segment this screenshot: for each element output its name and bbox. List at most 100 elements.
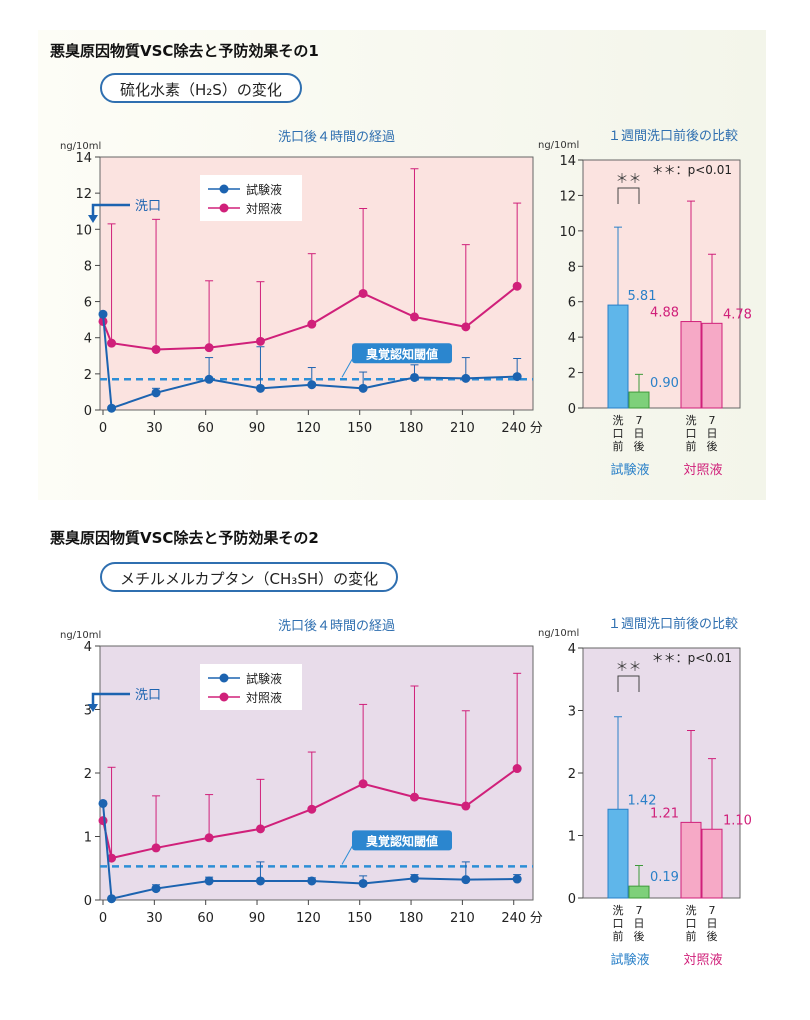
x-tick-label: 180 (399, 911, 424, 926)
y-tick-label: 2 (84, 368, 92, 383)
bar-value-label: 1.21 (650, 806, 679, 821)
legend-label: 試験液 (246, 182, 282, 197)
wash-label: 洗口 (135, 688, 161, 703)
threshold-label-box (352, 343, 452, 364)
data-point (409, 792, 419, 802)
bar-category-label: 前 (686, 929, 697, 943)
data-point (307, 804, 317, 814)
data-point (409, 372, 419, 382)
bar-y-tick-label: 4 (568, 642, 576, 657)
data-point (107, 338, 117, 348)
data-point (307, 380, 317, 390)
chart-title: 洗口後４時間の経過 (278, 619, 395, 634)
bar-group-label: 試験液 (610, 952, 649, 968)
x-tick-label: 0 (99, 911, 107, 926)
x-tick-label: 30 (146, 911, 163, 926)
bar-value-label: 4.88 (650, 306, 679, 321)
bar (628, 391, 650, 409)
data-point (307, 876, 317, 886)
data-point (512, 764, 522, 774)
data-point (358, 878, 368, 888)
y-tick-label: 3 (84, 704, 92, 719)
data-point (512, 874, 522, 884)
legend-marker (219, 203, 229, 213)
bar-y-tick-label: 1 (568, 830, 576, 845)
bar-category-label: 口 (686, 427, 697, 440)
significance-note: ＊＊：p<0.01 (652, 651, 732, 665)
bar-category-label: 前 (613, 929, 624, 943)
bar-y-tick-label: 8 (568, 260, 576, 275)
chart-bar-ch3sh: ng/10ml １週間洗口前後の比較 0 1 2 3 4 ＊＊：p<0.01 1.42 0.19 洗… (538, 616, 752, 968)
bar-y-tick-label: 10 (559, 225, 576, 240)
bar-y-tick-label: 12 (559, 189, 576, 204)
x-tick-label: 150 (347, 421, 372, 436)
wash-arrow (91, 203, 130, 219)
data-point (204, 833, 214, 843)
x-tick-label: 120 (296, 421, 321, 436)
y-tick-label: 14 (75, 151, 92, 166)
bar-category-label: 日 (707, 427, 718, 440)
y-tick-label: 4 (84, 332, 92, 347)
bar-category-label: 日 (634, 427, 645, 440)
significance-bracket (617, 187, 640, 204)
bar-group-label: 対照液 (683, 463, 722, 478)
x-tick-label: 60 (197, 421, 214, 436)
legend-marker (219, 673, 229, 683)
series-line (102, 803, 518, 900)
bar-category-label: 後 (634, 439, 645, 453)
bar-value-label: 0.19 (650, 870, 679, 885)
bar-y-tick-label: 0 (568, 402, 576, 417)
bar-y-tick-label: 2 (568, 767, 576, 782)
bar-category-label: 洗 (686, 904, 697, 917)
plot-area (99, 156, 534, 411)
data-point (107, 403, 117, 413)
x-unit-label: 分 (530, 911, 543, 926)
data-point (512, 281, 522, 291)
bar (628, 885, 650, 899)
y-tick-label: 4 (84, 640, 92, 655)
bar (701, 828, 723, 899)
bar-y-tick-label: 14 (559, 154, 576, 169)
y-tick-label: 1 (84, 831, 92, 846)
bar-y-unit-label: ng/10ml (538, 628, 579, 639)
data-point (512, 372, 522, 382)
bar-category-label: 前 (686, 439, 697, 453)
legend-label: 試験液 (246, 671, 282, 686)
data-point (255, 876, 265, 886)
data-point (98, 309, 108, 319)
bar (680, 821, 702, 899)
data-point (461, 875, 471, 885)
x-tick-label: 30 (146, 421, 163, 436)
bar-category-label: 口 (613, 917, 624, 930)
x-tick-label: 180 (399, 421, 424, 436)
wash-arrow-head (88, 215, 98, 223)
bar (607, 808, 629, 899)
plot-area (99, 645, 534, 901)
data-point (107, 894, 117, 904)
bar-value-label: 0.90 (650, 376, 679, 391)
data-point (461, 801, 471, 811)
section1-pill: 硫化水素（H₂S）の変化 (100, 73, 302, 103)
y-tick-label: 0 (84, 894, 92, 909)
chart-line-h2s: ng/10ml 洗口後４時間の経過 0 2 4 6 8 10 12 14 0 30 60 90 120 150… (60, 130, 543, 436)
legend-label: 対照液 (246, 690, 282, 705)
legend-box (200, 175, 302, 221)
data-point (255, 336, 265, 346)
data-point (151, 344, 161, 354)
bar (701, 322, 723, 409)
y-unit-label: ng/10ml (60, 141, 101, 152)
data-point (204, 374, 214, 384)
x-tick-label: 90 (249, 911, 266, 926)
data-point (409, 312, 419, 322)
bar-category-label: 前 (613, 439, 624, 453)
data-point (461, 322, 471, 332)
bar-chart-title: １週間洗口前後の比較 (608, 616, 738, 632)
bar-y-tick-label: 2 (568, 367, 576, 382)
legend-label: 対照液 (246, 201, 282, 216)
y-unit-label: ng/10ml (60, 630, 101, 641)
bar-category-label: 洗 (613, 414, 624, 427)
significance-mark: ＊＊ (615, 172, 641, 187)
x-tick-label: 0 (99, 421, 107, 436)
x-tick-label: 150 (347, 911, 372, 926)
legend-box (200, 664, 302, 710)
